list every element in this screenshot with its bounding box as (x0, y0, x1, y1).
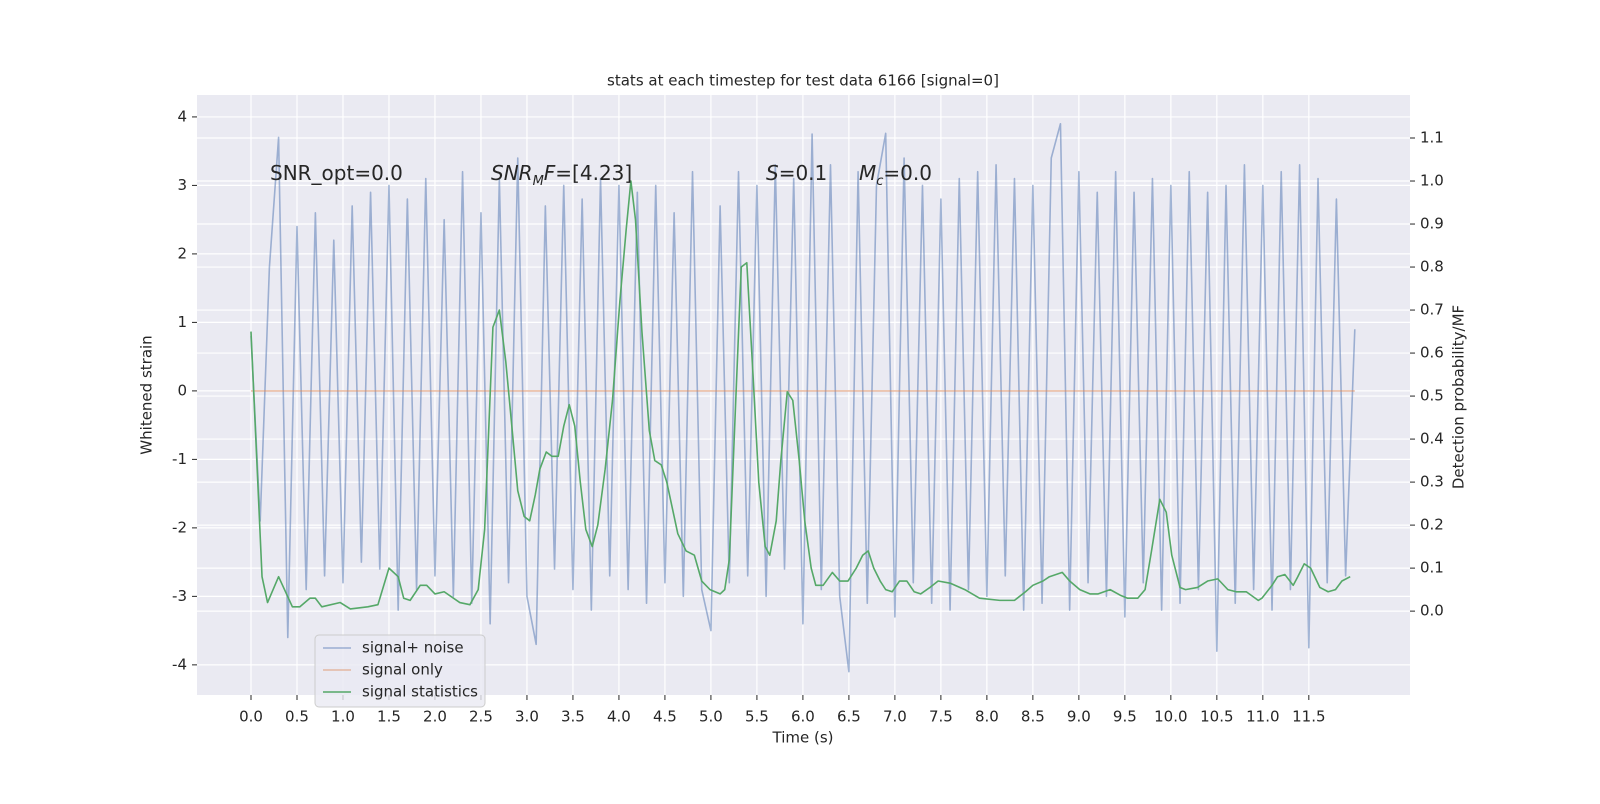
y2-axis-label: Detection probability/MF (1450, 305, 1468, 489)
annotation-part: SNR (491, 161, 533, 185)
x-tick-label: 11.0 (1246, 708, 1279, 726)
x-tick-label: 9.5 (1113, 708, 1137, 726)
lines (250, 122, 1356, 673)
y2-tick-label: 0.9 (1420, 215, 1444, 233)
y-tick-label: 2 (177, 244, 187, 262)
annotation-part: c (876, 174, 883, 189)
x-tick-label: 7.0 (883, 708, 907, 726)
y-axis-label: Whitened strain (138, 335, 156, 454)
x-tick-label: 8.0 (975, 708, 999, 726)
x-tick-label: 6.5 (837, 708, 861, 726)
y2-tick-label: 0.4 (1420, 430, 1444, 448)
x-tick-label: 11.5 (1292, 708, 1325, 726)
y2-tick-label: 0.0 (1420, 602, 1444, 620)
annotation-part: M (533, 174, 544, 189)
x-tick-label: 0.5 (285, 708, 309, 726)
legend-label: signal statistics (362, 683, 478, 701)
x-tick-label: 7.5 (929, 708, 953, 726)
y-tick-label: 4 (177, 107, 187, 125)
y-tick-label: -2 (172, 518, 187, 536)
x-tick-label: 3.5 (561, 708, 585, 726)
x-tick-label: 1.0 (331, 708, 355, 726)
annotation-part: M (859, 161, 876, 185)
annotation-part: =0.0 (883, 161, 932, 185)
x-tick-label: 3.0 (515, 708, 539, 726)
x-tick-label: 5.0 (699, 708, 723, 726)
y-tick-label: 0 (177, 381, 187, 399)
chart-title: stats at each timestep for test data 616… (607, 72, 999, 90)
annotation-part: S (766, 161, 779, 185)
x-axis-label: Time (s) (772, 729, 834, 747)
annotation: S=0.1 (766, 161, 827, 185)
y2-tick-label: 0.2 (1420, 516, 1444, 534)
y-tick-label: -1 (172, 450, 187, 468)
y-tick-label: -3 (172, 587, 187, 605)
x-tick-label: 8.5 (1021, 708, 1045, 726)
y2-tick-label: 0.1 (1420, 559, 1444, 577)
x-tick-label: 10.5 (1200, 708, 1233, 726)
ticks: 0.0 0.5 1.0 1.5 2.0 2.5 3.0 3.5 4.0 4.5 5.0 5.5 6.0 6… (172, 107, 1444, 725)
x-tick-label: 6.0 (791, 708, 815, 726)
legend-label: signal+ noise (362, 639, 464, 657)
x-tick-label: 10.0 (1154, 708, 1187, 726)
x-tick-label: 4.0 (607, 708, 631, 726)
annotations: SNR_opt=0.0 SNRMF=[4.23] S=0.1 Mc=0.0 (270, 161, 932, 190)
x-tick-label: 9.0 (1067, 708, 1091, 726)
annotation: Mc=0.0 (859, 161, 932, 190)
y2-tick-label: 0.5 (1420, 387, 1444, 405)
x-tick-label: 0.0 (239, 708, 263, 726)
x-tick-label: 5.5 (745, 708, 769, 726)
y2-tick-label: 1.1 (1420, 129, 1444, 147)
legend-label: signal only (362, 661, 443, 679)
annotation: SNR_opt=0.0 (270, 161, 403, 185)
y2-tick-label: 0.7 (1420, 301, 1444, 319)
y-tick-label: -4 (172, 655, 187, 673)
annotation: SNRMF=[4.23] (491, 161, 632, 190)
annotation-part: F (544, 161, 556, 185)
x-tick-label: 2.0 (423, 708, 447, 726)
series-line (250, 122, 1356, 673)
y2-tick-label: 0.3 (1420, 473, 1444, 491)
x-tick-label: 1.5 (377, 708, 401, 726)
annotation-part: SNR_opt=0.0 (270, 161, 403, 185)
series-line (250, 180, 1351, 610)
y-tick-label: 1 (177, 313, 187, 331)
x-tick-label: 4.5 (653, 708, 677, 726)
y-tick-label: 3 (177, 176, 187, 194)
annotation-part: =[4.23] (555, 161, 632, 185)
x-tick-label: 2.5 (469, 708, 493, 726)
y2-tick-label: 0.8 (1420, 258, 1444, 276)
y2-tick-label: 0.6 (1420, 344, 1444, 362)
y2-tick-label: 1.0 (1420, 172, 1444, 190)
annotation-part: =0.1 (779, 161, 828, 185)
legend: signal+ noise signal only signal statistic… (314, 634, 486, 708)
legend-box (314, 634, 486, 708)
